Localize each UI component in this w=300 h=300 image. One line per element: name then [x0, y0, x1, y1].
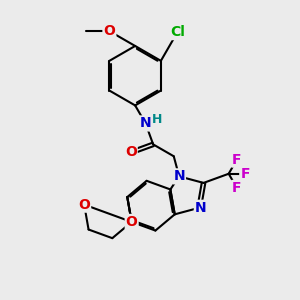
Text: N: N	[173, 169, 185, 183]
Text: F: F	[232, 153, 242, 166]
Text: Cl: Cl	[170, 25, 185, 39]
Text: O: O	[125, 145, 137, 159]
Text: F: F	[232, 181, 242, 195]
Text: N: N	[195, 201, 206, 215]
Text: N: N	[140, 116, 152, 130]
Text: O: O	[126, 215, 138, 229]
Text: H: H	[152, 113, 162, 126]
Text: O: O	[78, 198, 90, 212]
Text: O: O	[103, 24, 115, 38]
Text: F: F	[240, 167, 250, 181]
